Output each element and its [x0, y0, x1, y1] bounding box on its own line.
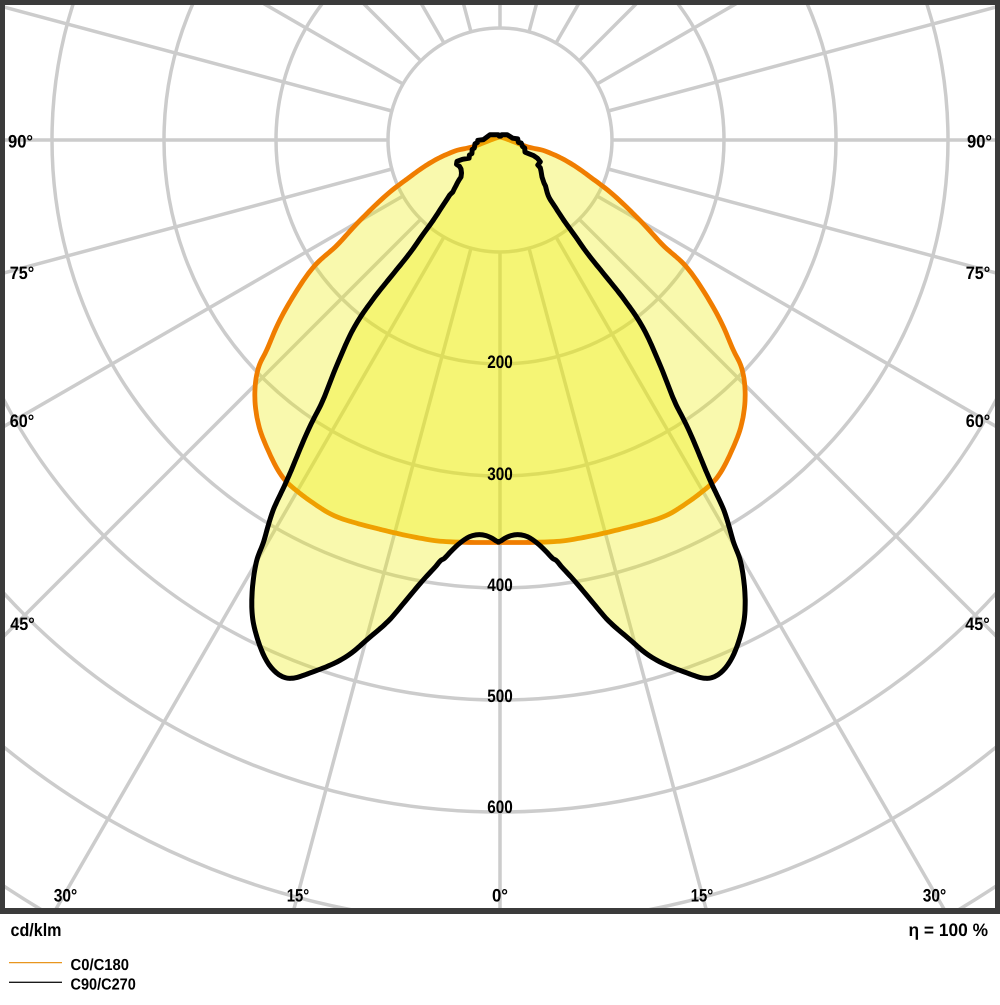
svg-text:30°: 30°	[923, 886, 947, 906]
svg-text:300: 300	[487, 464, 513, 484]
svg-text:60°: 60°	[10, 411, 35, 431]
svg-text:75°: 75°	[966, 263, 991, 283]
svg-text:cd/klm: cd/klm	[11, 920, 62, 940]
svg-text:60°: 60°	[966, 411, 991, 431]
svg-text:0°: 0°	[492, 886, 508, 906]
svg-text:30°: 30°	[54, 886, 78, 906]
svg-text:45°: 45°	[965, 614, 990, 634]
svg-text:η = 100 %: η = 100 %	[909, 920, 989, 940]
svg-text:400: 400	[487, 575, 513, 595]
svg-text:200: 200	[487, 352, 513, 372]
svg-text:C0/C180: C0/C180	[71, 957, 130, 974]
svg-text:90°: 90°	[8, 132, 33, 152]
svg-text:15°: 15°	[287, 886, 310, 906]
svg-text:15°: 15°	[691, 886, 714, 906]
svg-text:600: 600	[487, 797, 513, 817]
svg-text:75°: 75°	[10, 263, 35, 283]
svg-text:45°: 45°	[10, 614, 35, 634]
svg-text:90°: 90°	[967, 132, 992, 152]
svg-text:C90/C270: C90/C270	[71, 977, 136, 994]
svg-text:500: 500	[487, 686, 513, 706]
